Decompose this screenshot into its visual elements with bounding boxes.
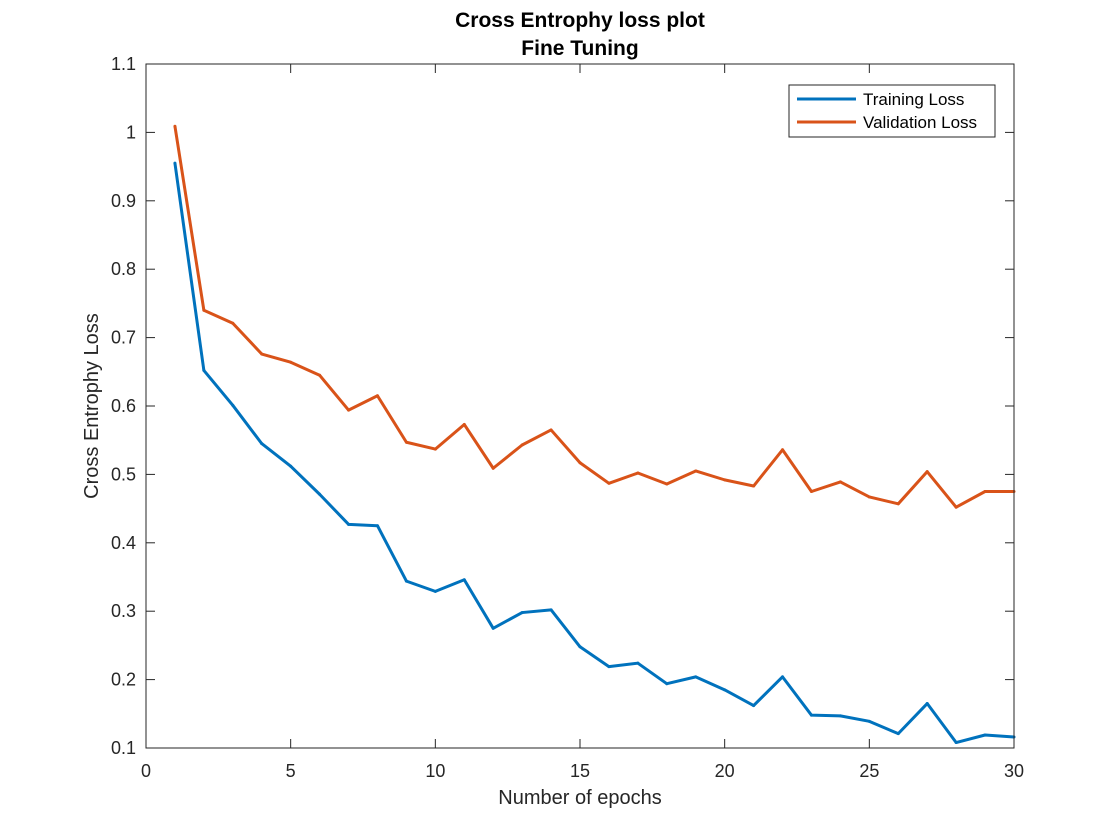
data-point-validation-loss xyxy=(694,469,698,473)
data-point-training-loss xyxy=(954,741,958,745)
y-tick-label: 0.3 xyxy=(111,601,136,621)
data-point-training-loss xyxy=(404,579,408,583)
y-tick-label: 0.7 xyxy=(111,328,136,348)
x-tick-label: 25 xyxy=(859,761,879,781)
y-tick-label: 0.1 xyxy=(111,738,136,758)
series-layer xyxy=(173,124,1016,745)
x-tick-label: 10 xyxy=(425,761,445,781)
y-axis: 0.1 0.2 0.3 0.4 0.5 0.6 0.7 0.8 0.9 1 1.1 xyxy=(111,54,1014,758)
data-point-validation-loss xyxy=(202,308,206,312)
data-point-validation-loss xyxy=(173,124,177,128)
x-tick-label: 30 xyxy=(1004,761,1024,781)
data-point-training-loss xyxy=(520,611,524,615)
data-point-validation-loss xyxy=(607,481,611,485)
data-point-validation-loss xyxy=(433,447,437,451)
data-point-training-loss xyxy=(983,733,987,737)
data-point-validation-loss xyxy=(838,480,842,484)
y-tick-label: 1.1 xyxy=(111,54,136,74)
y-tick-label: 0.9 xyxy=(111,191,136,211)
x-axis-label: Number of epochs xyxy=(498,787,661,809)
data-point-validation-loss xyxy=(491,466,495,470)
data-point-validation-loss xyxy=(549,428,553,432)
data-point-training-loss xyxy=(752,704,756,708)
data-point-training-loss xyxy=(665,682,669,686)
plot-area xyxy=(146,64,1014,748)
chart-subtitle: Fine Tuning xyxy=(521,37,638,60)
data-point-validation-loss xyxy=(867,495,871,499)
data-point-validation-loss xyxy=(260,352,264,356)
y-tick-label: 0.2 xyxy=(111,670,136,690)
data-point-validation-loss xyxy=(954,505,958,509)
data-point-training-loss xyxy=(867,719,871,723)
data-point-training-loss xyxy=(318,492,322,496)
data-point-training-loss xyxy=(925,702,929,706)
data-point-training-loss xyxy=(636,661,640,665)
data-point-validation-loss xyxy=(578,461,582,465)
data-point-validation-loss xyxy=(375,394,379,398)
data-point-validation-loss xyxy=(289,360,293,364)
y-tick-label: 1 xyxy=(126,122,136,142)
data-point-validation-loss xyxy=(723,478,727,482)
data-point-training-loss xyxy=(781,675,785,679)
data-point-training-loss xyxy=(462,578,466,582)
legend-box xyxy=(788,84,996,138)
x-tick-label: 0 xyxy=(141,761,151,781)
y-tick-label: 0.8 xyxy=(111,259,136,279)
data-point-validation-loss xyxy=(925,470,929,474)
data-point-validation-loss xyxy=(636,471,640,475)
data-point-training-loss xyxy=(231,403,235,407)
data-point-validation-loss xyxy=(896,502,900,506)
data-point-validation-loss xyxy=(462,422,466,426)
x-tick-label: 15 xyxy=(570,761,590,781)
data-point-validation-loss xyxy=(752,484,756,488)
series-line-validation-loss xyxy=(173,126,1014,509)
data-point-validation-loss xyxy=(404,440,408,444)
y-tick-label: 0.5 xyxy=(111,464,136,484)
data-point-training-loss xyxy=(289,464,293,468)
y-tick-label: 0.4 xyxy=(111,533,136,553)
data-point-training-loss xyxy=(491,626,495,630)
data-point-training-loss xyxy=(723,688,727,692)
data-point-validation-loss xyxy=(983,490,987,493)
chart-title: Cross Entrophy loss plot xyxy=(455,9,705,32)
data-point-validation-loss xyxy=(231,321,235,325)
data-point-training-loss xyxy=(809,713,813,717)
data-point-validation-loss xyxy=(665,482,669,486)
data-point-training-loss xyxy=(578,645,582,649)
x-tick-label: 5 xyxy=(286,761,296,781)
x-axis: 0 5 10 15 20 25 30 xyxy=(141,64,1024,781)
x-tick-label: 20 xyxy=(715,761,735,781)
data-point-training-loss xyxy=(549,608,553,612)
data-point-validation-loss xyxy=(318,373,322,377)
data-point-validation-loss xyxy=(781,448,785,452)
data-point-training-loss xyxy=(260,442,264,446)
legend-label-validation: Validation Loss xyxy=(863,113,977,132)
data-point-training-loss xyxy=(433,589,437,593)
data-point-validation-loss xyxy=(347,408,351,412)
data-point-training-loss xyxy=(375,524,379,528)
data-point-training-loss xyxy=(838,714,842,718)
data-point-validation-loss xyxy=(520,443,524,447)
legend-label-training: Training Loss xyxy=(863,90,964,109)
data-point-training-loss xyxy=(347,522,351,526)
data-point-training-loss xyxy=(202,368,206,372)
data-point-validation-loss xyxy=(809,490,813,493)
y-axis-label: Cross Entrophy Loss xyxy=(81,313,103,499)
legend: Training Loss Validation Loss xyxy=(788,84,996,138)
data-point-training-loss xyxy=(607,665,611,669)
data-point-training-loss xyxy=(173,161,177,165)
data-point-training-loss xyxy=(896,732,900,736)
series-line-training-loss xyxy=(173,162,1015,745)
data-point-training-loss xyxy=(694,675,698,679)
y-tick-label: 0.6 xyxy=(111,396,136,416)
